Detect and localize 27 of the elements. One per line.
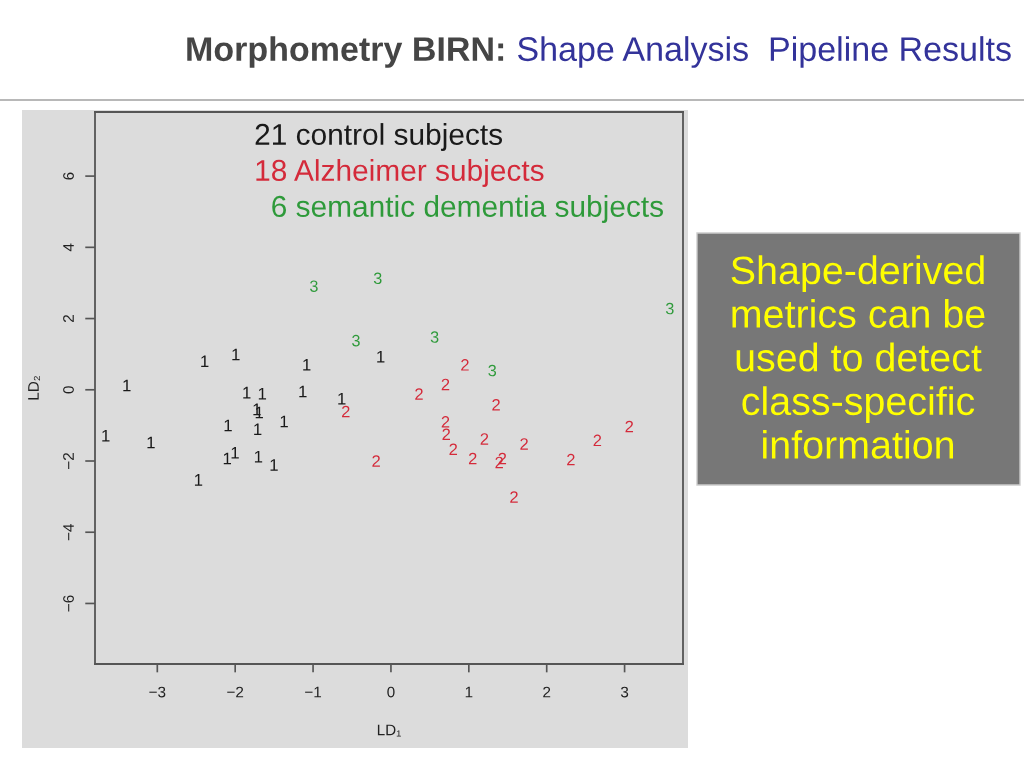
x-tick-label: −2: [227, 686, 244, 698]
y-tick-label: −4: [63, 523, 74, 541]
x-tick-label: −1: [305, 686, 322, 698]
x-axis-title: LD₁: [377, 724, 401, 737]
text: Shape-derived metrics can be used to detect class-specific information: [731, 255, 985, 459]
x-tick-label: 0: [387, 686, 395, 698]
y-tick-label: 2: [63, 315, 74, 323]
text: 6 semantic dementia subjects: [272, 195, 664, 223]
text: 21 control subjects: [255, 123, 503, 151]
y-tick-label: −2: [63, 453, 74, 469]
y-tick-label: 6: [63, 172, 74, 180]
point: [430, 331, 439, 343]
point: [441, 416, 450, 428]
y-tick-label: 4: [63, 243, 74, 252]
x-tick-label: 3: [620, 686, 629, 698]
text: Shape Analysis Pipeline Results: [517, 36, 1011, 68]
x-tick-label: −3: [149, 686, 166, 698]
x-tick-label: 1: [465, 686, 473, 698]
x-tick-label: 2: [543, 686, 551, 698]
point: [480, 433, 489, 445]
text: 18 Alzheimer subjects: [256, 159, 544, 187]
y-axis-title: LD₂: [28, 376, 40, 400]
point: [309, 280, 318, 292]
point: [194, 474, 203, 486]
chart-title: Morphometry BIRN:: [187, 36, 504, 68]
y-tick-label: 0: [63, 386, 74, 394]
y-tick-label: −6: [63, 595, 74, 612]
